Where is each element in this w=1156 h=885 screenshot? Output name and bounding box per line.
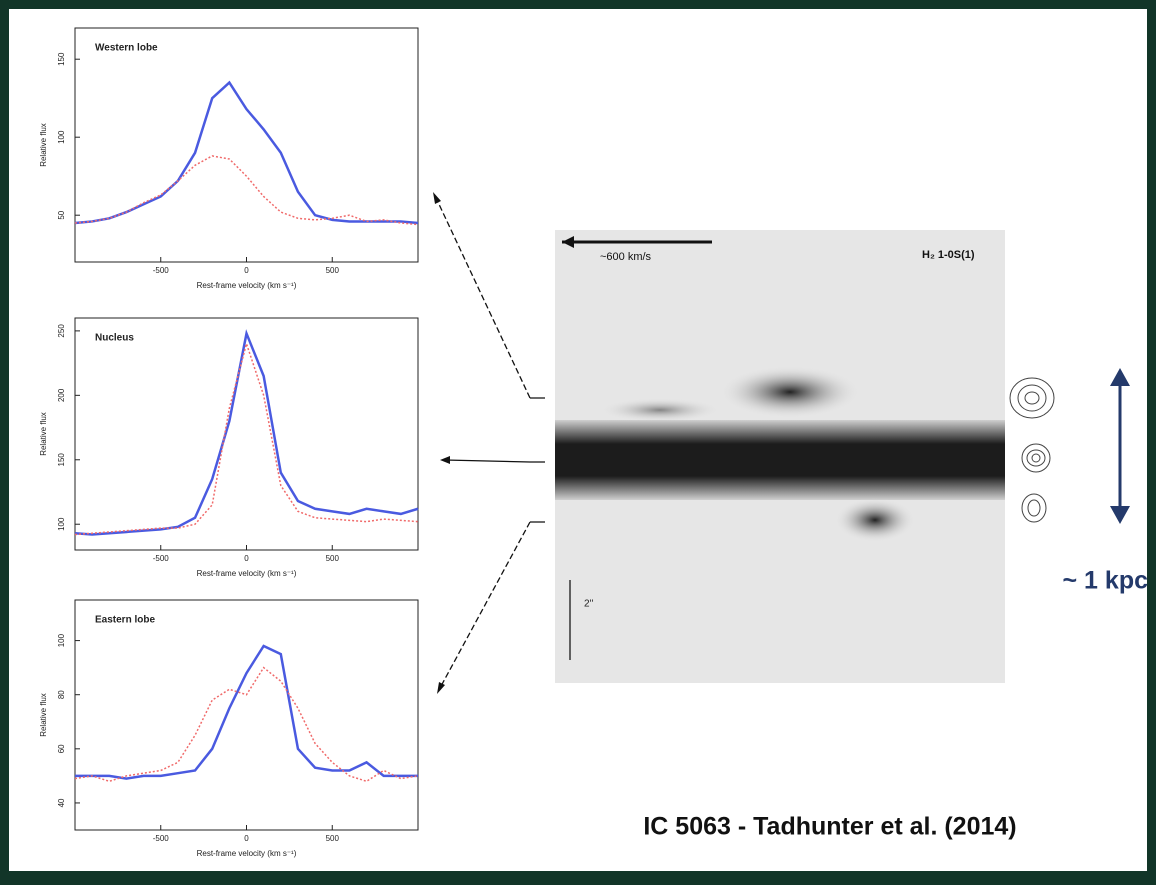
x-tick-label: 500 [326, 554, 340, 563]
x-axis-label: Rest-frame velocity (km s⁻¹) [197, 281, 297, 290]
x-tick-label: 0 [244, 834, 249, 843]
velocity-label: ~600 km/s [600, 251, 652, 263]
y-tick-label: 50 [57, 210, 66, 219]
y-tick-label: 100 [57, 517, 66, 531]
x-tick-label: 500 [326, 834, 340, 843]
y-tick-label: 250 [57, 324, 66, 338]
western-emission [720, 366, 860, 418]
caption: IC 5063 - Tadhunter et al. (2014) [643, 813, 1016, 841]
line-label: H₂ 1-0S(1) [922, 249, 975, 261]
y-axis-label: Relative flux [39, 412, 48, 456]
y-tick-label: 150 [57, 453, 66, 467]
x-axis-label: Rest-frame velocity (km s⁻¹) [197, 569, 297, 578]
page: ~600 km/s H₂ 1-0S(1) 2'' ~ 1 kpc IC 5063… [0, 0, 1156, 885]
x-tick-label: -500 [153, 266, 170, 275]
faint-emission [600, 398, 720, 422]
y-tick-label: 100 [57, 130, 66, 144]
x-tick-label: 0 [244, 266, 249, 275]
x-axis-label: Rest-frame velocity (km s⁻¹) [197, 849, 297, 858]
plot-title: Nucleus [95, 333, 134, 344]
angular-scale-label: 2'' [584, 599, 593, 610]
y-axis-label: Relative flux [39, 693, 48, 737]
x-tick-label: -500 [153, 834, 170, 843]
y-tick-label: 80 [57, 690, 66, 699]
spectrum-image: ~600 km/s H₂ 1-0S(1) 2'' [555, 230, 1005, 683]
scale-label: ~ 1 kpc [1063, 567, 1149, 595]
plot-title: Eastern lobe [95, 615, 155, 626]
plot-title: Western lobe [95, 43, 158, 54]
continuum-band [555, 420, 1005, 500]
y-tick-label: 40 [57, 798, 66, 807]
y-axis-label: Relative flux [39, 123, 48, 167]
slide: ~600 km/s H₂ 1-0S(1) 2'' ~ 1 kpc IC 5063… [0, 0, 1156, 880]
x-tick-label: -500 [153, 554, 170, 563]
x-tick-label: 500 [326, 266, 340, 275]
y-tick-label: 150 [57, 52, 66, 66]
y-tick-label: 100 [57, 633, 66, 647]
x-tick-label: 0 [244, 554, 249, 563]
y-tick-label: 200 [57, 388, 66, 402]
eastern-emission [835, 498, 915, 542]
y-tick-label: 60 [57, 744, 66, 753]
